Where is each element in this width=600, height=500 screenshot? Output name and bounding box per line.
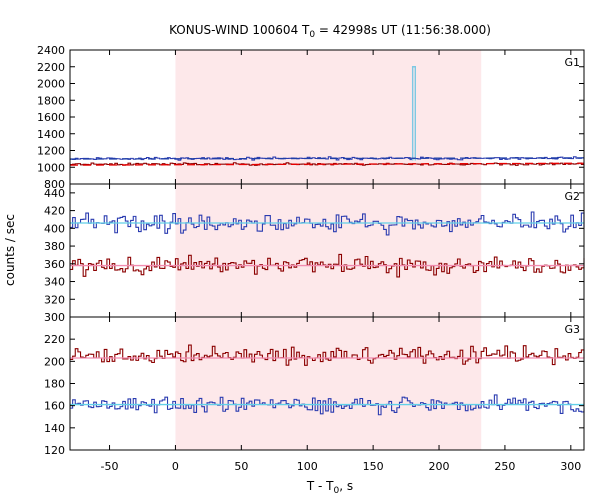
g2-y-tick-label: 340 — [44, 276, 65, 289]
g3-panel-frame — [69, 316, 585, 451]
g1-y-tick-label: 1600 — [37, 111, 65, 124]
g1-y-tick-label: 2200 — [37, 61, 65, 74]
g1-y-tick-label: 1400 — [37, 128, 65, 141]
g1-series-2 — [411, 66, 417, 161]
g2-panel-label: G2 — [564, 190, 580, 203]
chart-title-suffix: = 42998s UT (11:56:38.000) — [315, 23, 491, 37]
highlight-interval — [175, 50, 482, 450]
g3-y-tick-label: 180 — [44, 378, 65, 391]
x-axis-label-prefix: T - T — [306, 479, 334, 493]
g2-y-tick-label: 360 — [44, 258, 65, 271]
x-tick-label: 0 — [172, 460, 179, 473]
x-tick-label: -50 — [101, 460, 119, 473]
g2-series-1 — [70, 253, 585, 278]
g3-y-tick-label: 120 — [44, 444, 65, 457]
chart-title: KONUS-WIND 100604 T0 = 42998s UT (11:56:… — [169, 23, 491, 40]
g3-y-tick-label: 220 — [44, 333, 65, 346]
g1-y-tick-label: 2400 — [37, 44, 65, 57]
x-tick-label: 150 — [363, 460, 384, 473]
x-tick-label: 200 — [429, 460, 450, 473]
x-tick-label: 250 — [494, 460, 515, 473]
y-axis-label: counts / sec — [3, 214, 17, 286]
g2-y-tick-label: 300 — [44, 311, 65, 324]
x-tick-label: 50 — [234, 460, 248, 473]
x-axis-label-subscript: 0 — [334, 486, 340, 496]
g2-y-tick-label: 420 — [44, 205, 65, 218]
g1-y-tick-label: 1000 — [37, 161, 65, 174]
g1-fit-line-1 — [69, 162, 585, 166]
g3-y-tick-label: 160 — [44, 400, 65, 413]
g2-y-tick-label: 400 — [44, 222, 65, 235]
x-tick-label: 300 — [560, 460, 581, 473]
g3-y-tick-label: 200 — [44, 355, 65, 368]
chart-title-subscript: 0 — [309, 30, 315, 40]
g2-y-tick-label: 380 — [44, 240, 65, 253]
g2-series-0 — [70, 211, 585, 236]
g1-fit-line-0 — [69, 157, 585, 160]
g3-series-1 — [70, 394, 585, 416]
g3-panel-label: G3 — [564, 323, 580, 336]
g1-y-tick-label: 1200 — [37, 145, 65, 158]
g3-y-tick-label: 140 — [44, 422, 65, 435]
g1-panel-label: G1 — [564, 56, 580, 69]
x-axis-label-suffix: , s — [339, 479, 353, 493]
chart-title-prefix: KONUS-WIND 100604 T — [169, 23, 310, 37]
g1-y-tick-label: 1800 — [37, 94, 65, 107]
x-tick-label: 100 — [297, 460, 318, 473]
g2-y-tick-label: 320 — [44, 293, 65, 306]
g1-y-tick-label: 2000 — [37, 78, 65, 91]
g2-y-tick-label: 440 — [44, 187, 65, 200]
x-axis-label: T - T0, s — [306, 479, 353, 496]
g1-y-tick-label: 800 — [44, 178, 65, 191]
plot-area: 80010001200140016001800200022002400G1300… — [37, 44, 585, 473]
